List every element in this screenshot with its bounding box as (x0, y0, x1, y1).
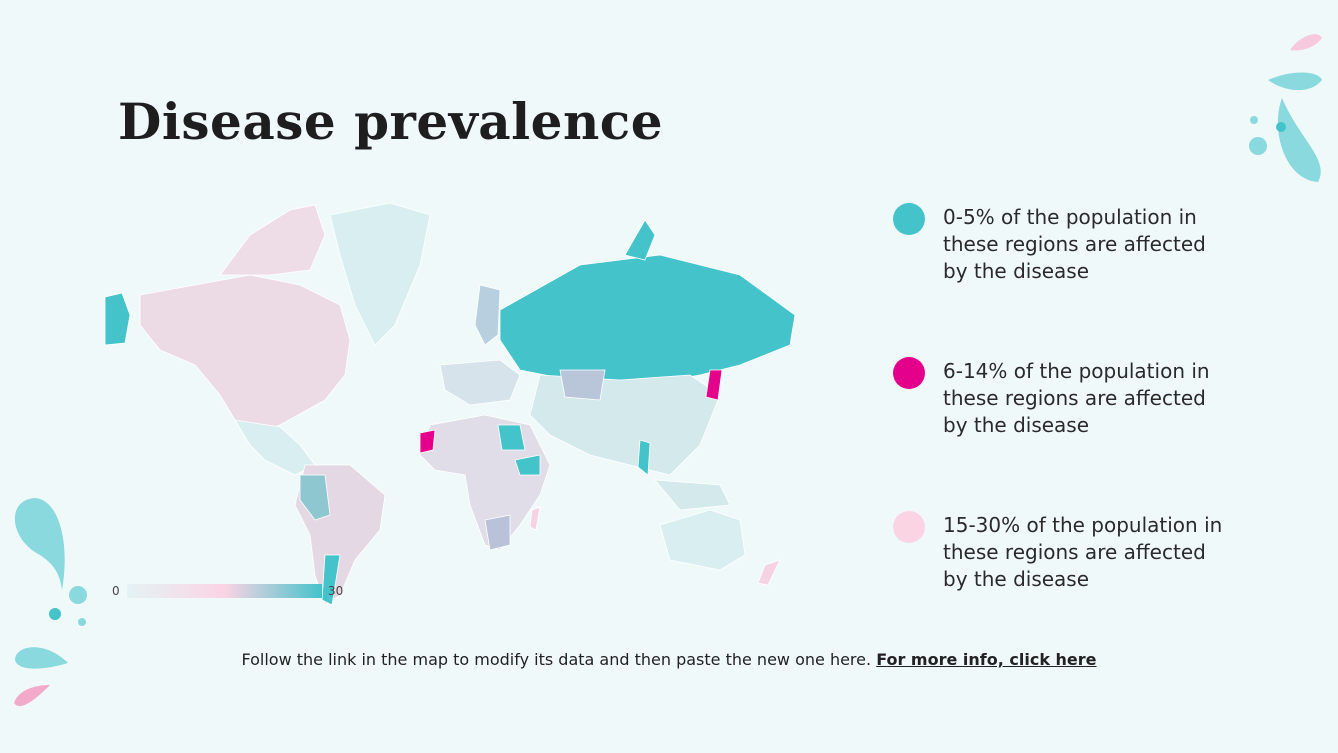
drop (1277, 98, 1321, 182)
drop (14, 685, 50, 707)
drop (1268, 72, 1322, 91)
legend-text: 6-14% of the population in these regions… (943, 359, 1210, 437)
ethiopia (514, 454, 541, 476)
drop (14, 498, 65, 590)
legend-text: 15-30% of the population in these region… (943, 513, 1223, 591)
canadian-arctic (219, 204, 326, 276)
scale-max: 30 (328, 584, 343, 598)
bubble (69, 586, 87, 604)
chile (321, 554, 341, 606)
scandinavia (474, 284, 501, 346)
andes (299, 474, 331, 521)
bubble (1250, 116, 1258, 124)
africa (419, 414, 551, 551)
australia (659, 509, 746, 571)
madagascar (529, 506, 541, 531)
world-map: 0 30 (104, 202, 796, 606)
japan (705, 369, 723, 401)
russia (499, 254, 796, 386)
bubble (1249, 137, 1267, 155)
info-link[interactable]: For more info, click here (876, 650, 1097, 669)
new-zealand (757, 559, 781, 586)
vietnam (637, 439, 651, 476)
footer: Follow the link in the map to modify its… (0, 650, 1338, 669)
legend-dot (893, 203, 925, 235)
footer-text: Follow the link in the map to modify its… (241, 650, 872, 669)
drop (15, 647, 68, 669)
color-scale (127, 584, 322, 598)
alaska (104, 292, 131, 346)
drop (1290, 34, 1322, 51)
bubble (49, 608, 61, 620)
legend-dot (893, 511, 925, 543)
bubble (1276, 122, 1286, 132)
title: Disease prevalence (118, 92, 664, 151)
asia (529, 374, 721, 476)
indonesia (654, 479, 731, 511)
egypt (497, 424, 526, 451)
legend-dot (893, 357, 925, 389)
southern-africa (484, 514, 511, 551)
greenland (329, 202, 431, 346)
scale-min: 0 (112, 584, 120, 598)
novaya-zemlya (624, 219, 656, 261)
central-america (234, 419, 316, 476)
western-sahara (419, 429, 436, 454)
europe (439, 359, 521, 406)
kazakhstan (559, 369, 606, 401)
legend-text: 0-5% of the population in these regions … (943, 205, 1206, 283)
north-america (139, 274, 351, 438)
bubble (78, 618, 86, 626)
